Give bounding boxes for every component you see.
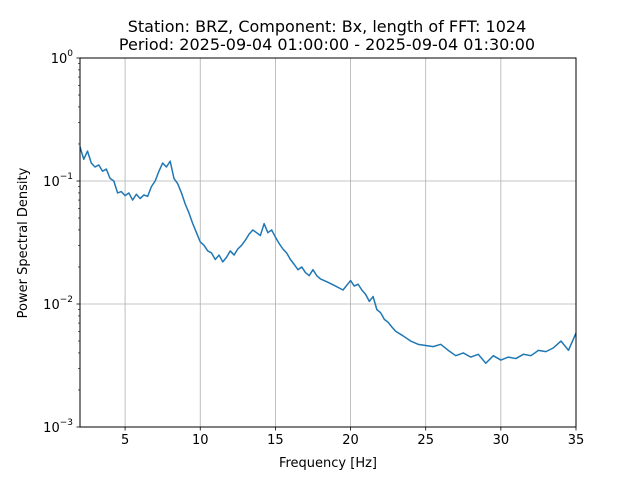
y-tick-label: 10−1 (43, 172, 73, 190)
x-tick-label: 35 (568, 433, 585, 448)
x-tick-label: 15 (267, 433, 284, 448)
x-tick-label: 30 (493, 433, 510, 448)
y-tick-label: 100 (51, 49, 74, 67)
plot-frame (79, 57, 577, 428)
x-tick-label: 25 (417, 433, 434, 448)
data-series (80, 145, 576, 364)
y-tick-label: 10−3 (43, 418, 73, 436)
x-axis-label: Frequency [Hz] (279, 456, 377, 471)
psd-series-line (80, 145, 576, 364)
y-axis-ticks: 10−3 10−2 10−1 100 (43, 49, 80, 436)
chart-title: Station: BRZ, Component: Bx, length of F… (128, 17, 527, 36)
x-tick-label: 5 (121, 433, 129, 448)
x-axis-ticks: 5 10 15 20 25 30 35 (121, 427, 584, 448)
chart-subtitle: Period: 2025-09-04 01:00:00 - 2025-09-04… (119, 35, 535, 54)
x-tick-label: 20 (342, 433, 359, 448)
x-tick-label: 10 (192, 433, 209, 448)
y-axis-label: Power Spectral Density (16, 167, 31, 318)
y-tick-label: 10−2 (43, 295, 73, 313)
grid-lines (80, 58, 576, 427)
